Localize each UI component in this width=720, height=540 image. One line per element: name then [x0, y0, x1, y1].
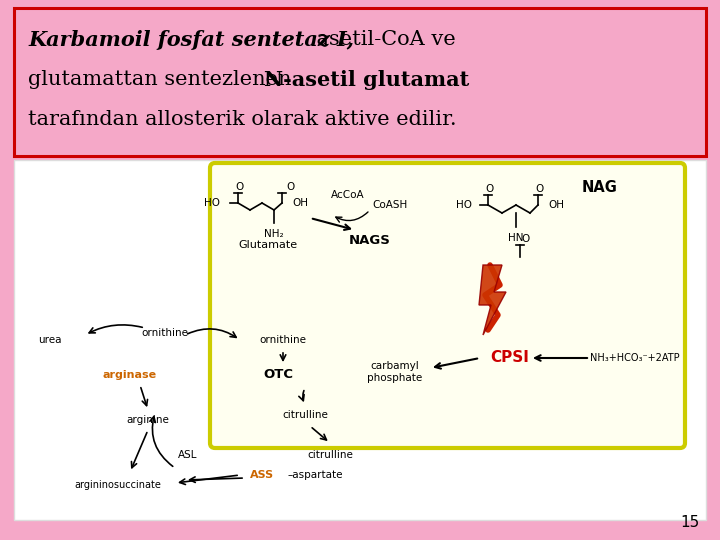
Text: HO: HO: [204, 198, 220, 208]
Text: O: O: [522, 234, 530, 244]
Text: N-asetil glutamat: N-asetil glutamat: [264, 70, 469, 90]
Text: OTC: OTC: [263, 368, 293, 381]
Text: CoASH: CoASH: [372, 200, 408, 210]
Text: argininosuccinate: argininosuccinate: [75, 480, 161, 490]
Text: Glutamate: Glutamate: [238, 240, 297, 250]
Text: O: O: [236, 182, 244, 192]
FancyBboxPatch shape: [14, 160, 706, 520]
FancyBboxPatch shape: [210, 163, 685, 448]
Text: arginine: arginine: [127, 415, 169, 425]
Text: citrulline: citrulline: [282, 410, 328, 420]
Text: ornithine: ornithine: [259, 335, 307, 345]
Text: HO: HO: [456, 200, 472, 210]
Text: O: O: [286, 182, 294, 192]
Text: NH₂: NH₂: [264, 229, 284, 239]
Text: ASL: ASL: [179, 450, 198, 460]
Text: OH: OH: [292, 198, 308, 208]
Text: arginase: arginase: [103, 370, 157, 380]
Text: HN: HN: [508, 233, 523, 243]
Text: NH₃+HCO₃⁻+2ATP: NH₃+HCO₃⁻+2ATP: [590, 353, 680, 363]
Text: urea: urea: [38, 335, 62, 345]
Text: CPSI: CPSI: [490, 350, 529, 366]
FancyBboxPatch shape: [14, 8, 706, 156]
Text: 15: 15: [680, 515, 700, 530]
Text: AcCoA: AcCoA: [331, 190, 365, 200]
Text: OH: OH: [548, 200, 564, 210]
Text: –aspartate: –aspartate: [287, 470, 343, 480]
Text: O: O: [486, 184, 494, 194]
Text: citrulline: citrulline: [307, 450, 353, 460]
Text: NAG: NAG: [582, 180, 618, 195]
Text: glutamattan sentezlenen: glutamattan sentezlenen: [28, 70, 298, 89]
Text: O: O: [536, 184, 544, 194]
Polygon shape: [479, 265, 506, 335]
Text: Karbamoil fosfat sentetaz I,: Karbamoil fosfat sentetaz I,: [28, 30, 354, 50]
Text: asetil-CoA ve: asetil-CoA ve: [310, 30, 456, 49]
Text: NAGS: NAGS: [349, 233, 391, 246]
Text: carbamyl
phosphate: carbamyl phosphate: [367, 361, 423, 383]
Text: ASS: ASS: [250, 470, 274, 480]
Text: ornithine: ornithine: [142, 328, 189, 338]
Text: tarafından allosterik olarak aktive edilir.: tarafından allosterik olarak aktive edil…: [28, 110, 456, 129]
